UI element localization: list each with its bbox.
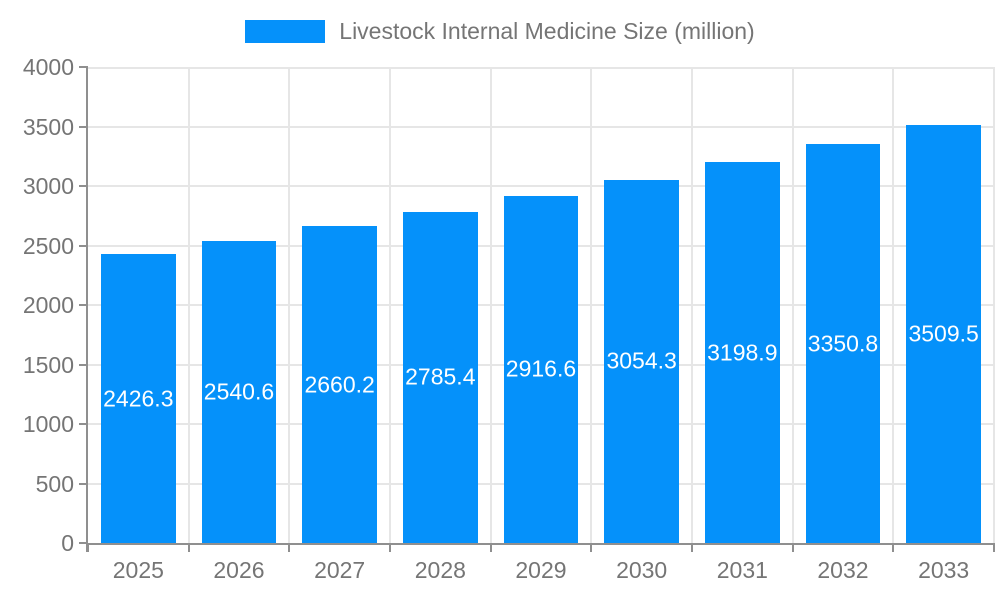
- gridline-v-1: [187, 67, 190, 543]
- gridline-v-8: [892, 67, 895, 543]
- plot-area: 2426.3 2540.6 2660.2 2785.4 2916.6 3054.3 3198…: [88, 67, 995, 543]
- y-tick: [79, 244, 88, 247]
- y-tick-label-500: 500: [35, 470, 74, 497]
- bar-2025[interactable]: 2426.3: [101, 254, 176, 543]
- y-tick: [79, 125, 88, 128]
- bar-2029[interactable]: 2916.6: [503, 195, 579, 543]
- y-tick: [79, 185, 88, 187]
- bar-value-label: 3509.5: [908, 320, 979, 347]
- gridline-v-7: [791, 67, 794, 543]
- x-tick: [691, 543, 693, 552]
- legend-label[interactable]: Livestock Internal Medicine Size (millio…: [339, 18, 755, 44]
- y-tick: [79, 304, 88, 306]
- x-tick-label-2030: 2030: [616, 557, 668, 583]
- x-tick: [489, 543, 492, 552]
- y-tick-label-4000: 4000: [22, 54, 74, 80]
- y-tick-label-3000: 3000: [22, 173, 74, 199]
- bar-2032[interactable]: 3350.8: [805, 144, 881, 543]
- bar-value-label: 2660.2: [304, 371, 375, 398]
- y-tick-label-2000: 2000: [22, 292, 74, 318]
- gridline-h-3000: [88, 185, 994, 187]
- x-tick-label-2032: 2032: [817, 557, 869, 583]
- y-tick-label-1000: 1000: [22, 411, 74, 437]
- bar-2033[interactable]: 3509.5: [906, 125, 981, 543]
- x-axis-line: [86, 543, 994, 545]
- x-tick: [590, 543, 593, 552]
- x-tick-label-2027: 2027: [314, 557, 366, 583]
- bar-value-label: 2540.6: [203, 378, 275, 405]
- gridline-v-4: [489, 67, 492, 543]
- bar-value-label: 3350.8: [807, 330, 879, 357]
- x-tick: [187, 543, 190, 552]
- legend: Livestock Internal Medicine Size (millio…: [0, 18, 1000, 45]
- x-tick: [993, 543, 995, 552]
- y-tick: [79, 423, 88, 425]
- gridline-v-2: [288, 67, 291, 543]
- bar-value-label: 3054.3: [606, 347, 677, 374]
- x-tick-label-2029: 2029: [515, 557, 567, 583]
- y-tick-label-1500: 1500: [22, 351, 74, 378]
- x-tick: [389, 543, 391, 552]
- y-axis-line: [86, 66, 88, 552]
- y-tick-label-2500: 2500: [22, 232, 74, 259]
- y-tick: [79, 66, 88, 68]
- x-tick: [288, 543, 291, 552]
- y-tick: [79, 482, 88, 485]
- bar-value-label: 2916.6: [505, 355, 577, 382]
- bar-2030[interactable]: 3054.3: [604, 179, 679, 543]
- gridline-v-3: [389, 67, 391, 543]
- bar-2028[interactable]: 2785.4: [403, 211, 478, 543]
- x-tick: [791, 543, 794, 552]
- y-tick: [79, 363, 88, 366]
- legend-swatch[interactable]: [245, 20, 326, 43]
- x-tick: [892, 543, 895, 552]
- y-tick-label-0: 0: [61, 530, 74, 556]
- gridline-h-4000: [88, 67, 994, 69]
- bar-2031[interactable]: 3198.9: [705, 162, 780, 543]
- x-tick-label-2033: 2033: [918, 557, 970, 583]
- bar-value-label: 3198.9: [707, 339, 778, 366]
- gridline-v-5: [590, 67, 593, 543]
- x-tick-label-2026: 2026: [213, 557, 265, 583]
- legend-item[interactable]: Livestock Internal Medicine Size (millio…: [245, 18, 755, 45]
- x-tick-label-2025: 2025: [112, 557, 164, 583]
- y-tick-label-3500: 3500: [22, 113, 74, 140]
- bar-value-label: 2785.4: [405, 363, 476, 390]
- y-tick: [79, 542, 88, 544]
- x-tick-label-2031: 2031: [716, 557, 768, 583]
- gridline-v-9: [993, 67, 995, 543]
- gridline-h-3500: [88, 125, 994, 128]
- x-tick: [87, 543, 89, 552]
- gridline-v-6: [691, 67, 693, 543]
- x-tick-label-2028: 2028: [414, 557, 466, 583]
- bar-value-label: 2426.3: [103, 385, 174, 412]
- bar-2026[interactable]: 2540.6: [201, 240, 277, 543]
- bar-2027[interactable]: 2660.2: [302, 226, 377, 543]
